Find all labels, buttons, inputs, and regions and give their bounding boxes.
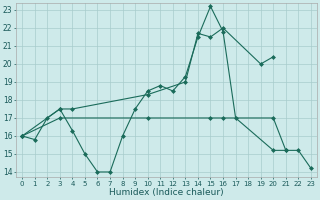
X-axis label: Humidex (Indice chaleur): Humidex (Indice chaleur)	[109, 188, 224, 197]
